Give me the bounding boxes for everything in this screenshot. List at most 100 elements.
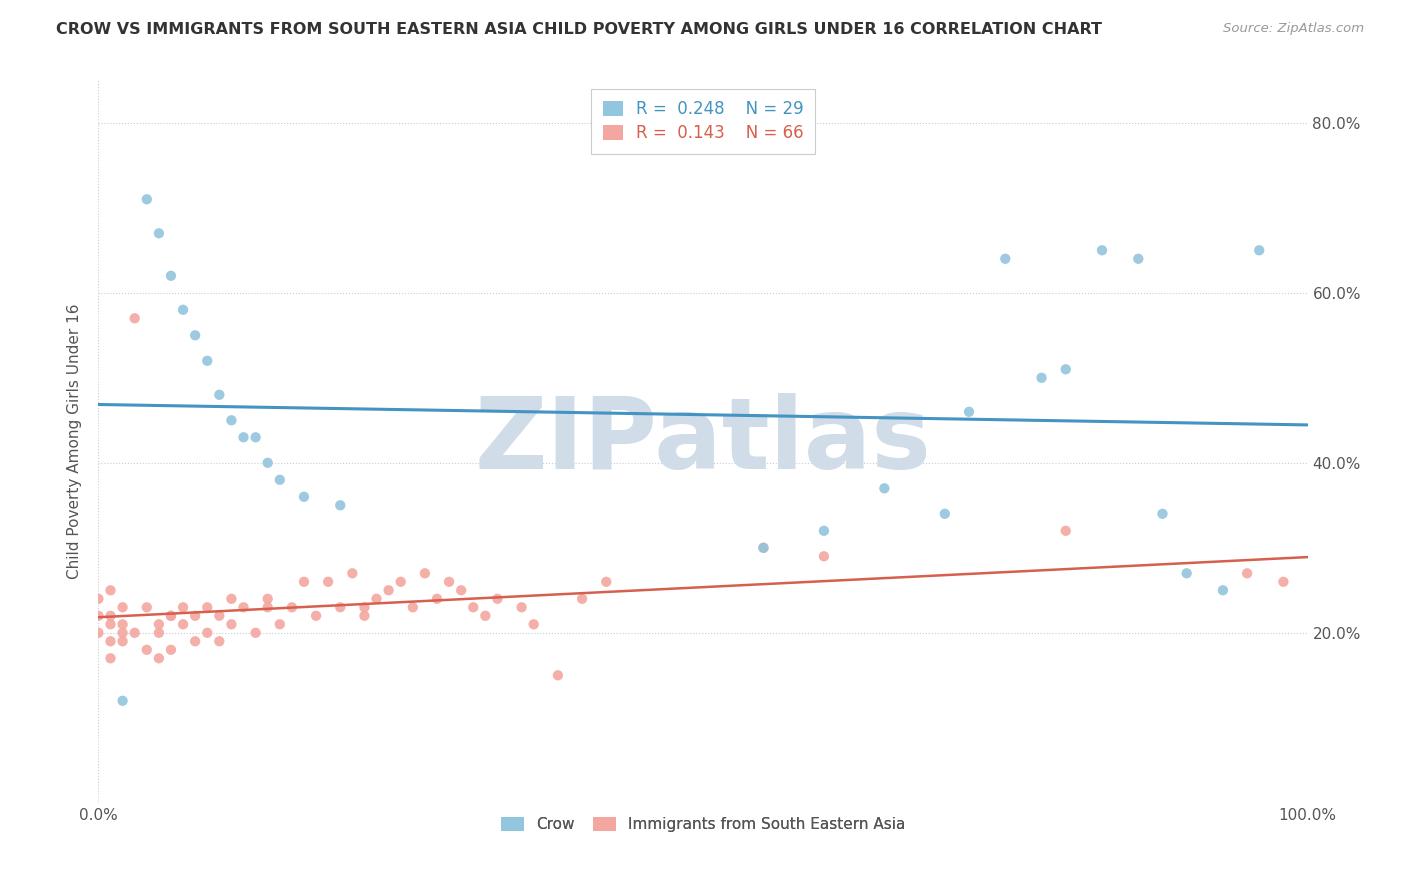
Point: [1091, 244, 1114, 258]
Point: [292, 574, 315, 589]
Point: [148, 651, 170, 665]
Point: [111, 617, 134, 632]
Point: [474, 608, 496, 623]
Point: [813, 524, 835, 538]
Point: [437, 574, 460, 589]
Point: [148, 227, 170, 241]
Point: [269, 617, 291, 632]
Point: [1128, 252, 1150, 266]
Point: [547, 668, 569, 682]
Point: [510, 600, 533, 615]
Point: [232, 600, 254, 615]
Point: [957, 405, 980, 419]
Point: [111, 625, 134, 640]
Point: [752, 541, 775, 555]
Point: [595, 574, 617, 589]
Point: [160, 608, 183, 623]
Point: [245, 625, 267, 640]
Point: [87, 591, 110, 606]
Point: [1031, 371, 1053, 385]
Point: [87, 608, 110, 623]
Point: [377, 583, 399, 598]
Point: [148, 625, 170, 640]
Point: [1152, 507, 1174, 521]
Point: [813, 549, 835, 564]
Text: CROW VS IMMIGRANTS FROM SOUTH EASTERN ASIA CHILD POVERTY AMONG GIRLS UNDER 16 CO: CROW VS IMMIGRANTS FROM SOUTH EASTERN AS…: [56, 22, 1102, 37]
Point: [934, 507, 956, 521]
Point: [1175, 566, 1198, 581]
Point: [111, 600, 134, 615]
Point: [523, 617, 546, 632]
Point: [366, 591, 388, 606]
Point: [100, 583, 122, 598]
Point: [329, 600, 352, 615]
Point: [571, 591, 593, 606]
Point: [873, 481, 896, 495]
Point: [135, 192, 157, 206]
Point: [124, 625, 146, 640]
Point: [752, 541, 775, 555]
Point: [1272, 574, 1295, 589]
Point: [208, 608, 231, 623]
Point: [1249, 244, 1271, 258]
Point: [342, 566, 364, 581]
Point: [221, 591, 243, 606]
Point: [353, 608, 375, 623]
Point: [184, 608, 207, 623]
Point: [124, 311, 146, 326]
Point: [100, 608, 122, 623]
Point: [463, 600, 485, 615]
Point: [195, 625, 218, 640]
Point: [87, 625, 110, 640]
Point: [160, 642, 183, 657]
Point: [402, 600, 425, 615]
Point: [413, 566, 436, 581]
Point: [256, 591, 278, 606]
Point: [245, 430, 267, 444]
Legend: Crow, Immigrants from South Eastern Asia: Crow, Immigrants from South Eastern Asia: [495, 811, 911, 838]
Point: [135, 600, 157, 615]
Point: [100, 651, 122, 665]
Point: [1054, 362, 1077, 376]
Point: [305, 608, 328, 623]
Point: [389, 574, 412, 589]
Point: [111, 694, 134, 708]
Text: ZIPatlas: ZIPatlas: [475, 393, 931, 490]
Point: [353, 600, 375, 615]
Point: [269, 473, 291, 487]
Point: [184, 634, 207, 648]
Point: [172, 617, 194, 632]
Point: [232, 430, 254, 444]
Point: [160, 268, 183, 283]
Point: [148, 617, 170, 632]
Point: [195, 600, 218, 615]
Point: [1236, 566, 1258, 581]
Point: [994, 252, 1017, 266]
Point: [426, 591, 449, 606]
Point: [1212, 583, 1234, 598]
Point: [100, 634, 122, 648]
Point: [292, 490, 315, 504]
Point: [316, 574, 339, 589]
Point: [184, 328, 207, 343]
Point: [111, 634, 134, 648]
Point: [1054, 524, 1077, 538]
Point: [172, 302, 194, 317]
Point: [208, 634, 231, 648]
Point: [195, 353, 218, 368]
Y-axis label: Child Poverty Among Girls Under 16: Child Poverty Among Girls Under 16: [67, 304, 83, 579]
Point: [450, 583, 472, 598]
Point: [329, 498, 352, 512]
Point: [172, 600, 194, 615]
Point: [256, 456, 278, 470]
Point: [208, 388, 231, 402]
Point: [486, 591, 509, 606]
Point: [221, 617, 243, 632]
Point: [100, 617, 122, 632]
Point: [135, 642, 157, 657]
Point: [281, 600, 304, 615]
Point: [160, 608, 183, 623]
Point: [256, 600, 278, 615]
Text: Source: ZipAtlas.com: Source: ZipAtlas.com: [1223, 22, 1364, 36]
Point: [221, 413, 243, 427]
